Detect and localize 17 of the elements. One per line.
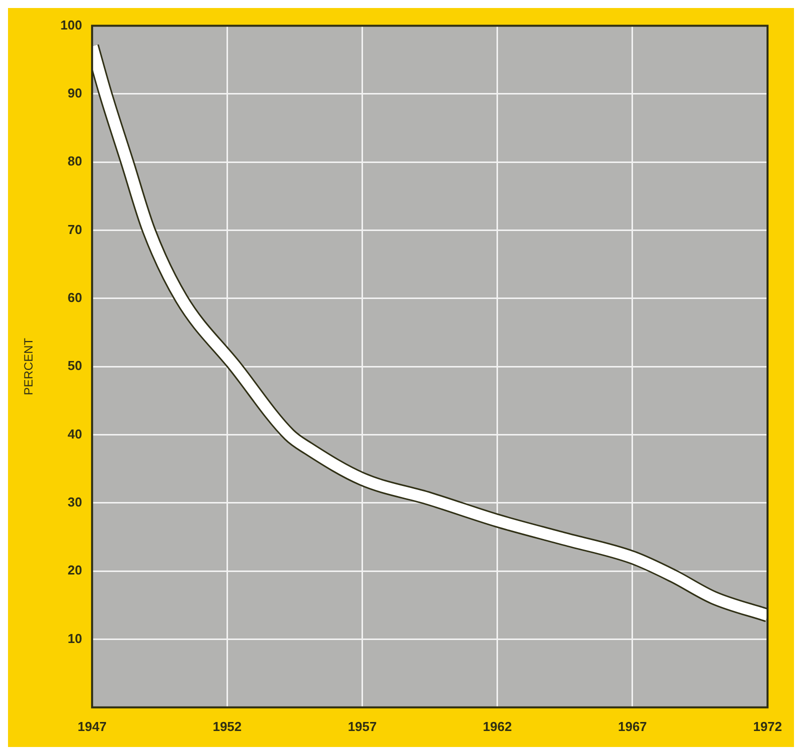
x-tick-label: 1952 xyxy=(212,718,242,734)
y-tick-label: 40 xyxy=(68,426,82,442)
y-tick-label: 30 xyxy=(68,494,82,510)
x-tick-label: 1972 xyxy=(753,718,782,734)
y-tick-label: 50 xyxy=(68,358,82,374)
y-axis-title: PERCENT xyxy=(22,337,36,396)
y-tick-label: 20 xyxy=(68,562,82,578)
x-tick-label: 1957 xyxy=(348,718,377,734)
x-tick-label: 1962 xyxy=(482,718,512,734)
y-tick-label: 70 xyxy=(68,222,82,237)
x-tick-label: 1947 xyxy=(78,718,107,734)
x-tick-label: 1967 xyxy=(618,718,647,734)
y-tick-label: 60 xyxy=(68,290,82,306)
y-tick-label: 100 xyxy=(60,17,82,32)
y-tick-label: 10 xyxy=(68,630,82,646)
y-tick-label: 90 xyxy=(68,86,82,101)
y-tick-label: 80 xyxy=(68,154,82,169)
